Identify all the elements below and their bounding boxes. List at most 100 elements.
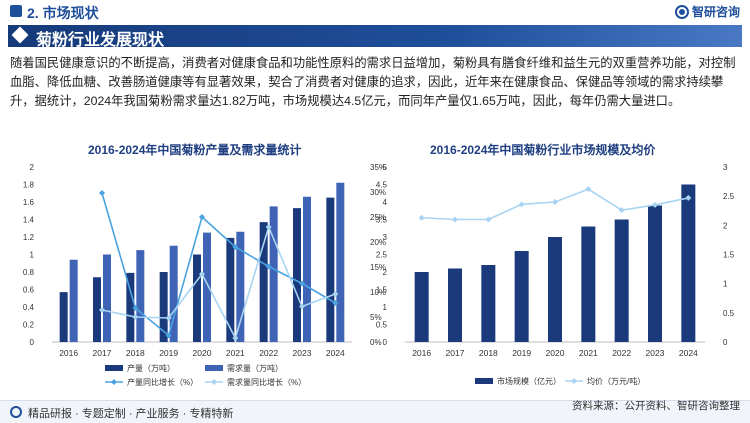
bar-1: [226, 237, 235, 342]
x-tick-label: 2022: [259, 348, 278, 358]
line-point-2: [132, 314, 139, 320]
legend-label: 产量（万吨）: [127, 363, 175, 373]
bar-1: [581, 226, 596, 342]
bar-1: [193, 254, 201, 342]
x-tick-label: 2024: [679, 348, 698, 358]
bar-1: [481, 265, 496, 342]
line-point-2: [332, 291, 339, 297]
right-tick-label: 3: [723, 163, 728, 172]
bar-2: [136, 250, 145, 342]
line-point-1: [232, 244, 239, 250]
banner-title: 菊粉行业发展现状: [36, 32, 165, 49]
bar-2: [269, 206, 278, 342]
left-tick-label: 0: [383, 338, 388, 347]
right-tick-label: 5%: [370, 313, 382, 322]
left-tick-label: 4: [383, 198, 388, 207]
bar-1: [259, 222, 268, 342]
line-point-2: [232, 335, 239, 341]
x-tick-label: 2018: [479, 348, 498, 358]
legend-label: 需求量（万吨）: [227, 363, 283, 373]
bar-1: [326, 197, 335, 342]
left-tick-label: 1: [30, 251, 35, 260]
bar-2: [336, 182, 345, 342]
right-tick-label: 0%: [370, 338, 382, 347]
x-tick-label: 2020: [193, 348, 212, 358]
bar-2: [236, 231, 245, 342]
diamond-icon: [11, 26, 29, 44]
right-tick-label: 0.5: [723, 309, 735, 318]
footer-bar: 精品研报 · 专题定制 · 产业服务 · 专精特新: [0, 400, 750, 423]
line-point-1: [99, 190, 105, 196]
bar-2: [203, 232, 211, 342]
left-tick-label: 0: [30, 338, 35, 347]
x-tick-label: 2016: [412, 348, 431, 358]
left-tick-label: 1.8: [23, 181, 35, 190]
legend-label: 产量同比增长（%）: [127, 377, 198, 387]
left-tick-label: 2.5: [376, 251, 388, 260]
market-size-price-chart: 0 0.5 1 1.5 2 2.5 3 3.5 4 4.5 5 0 0.5 1 1.5 2 2.5 3 2016 20…: [376, 163, 735, 386]
line-point-1: [418, 214, 425, 221]
section-banner: 菊粉行业发展现状: [8, 25, 742, 49]
legend-swatch: [205, 365, 223, 371]
line-point-1: [685, 194, 692, 201]
left-tick-label: 1.6: [23, 198, 35, 207]
left-tick-label: 4.5: [376, 181, 388, 190]
bar-2: [169, 245, 178, 342]
x-tick-label: 2017: [93, 348, 112, 358]
line-point-1: [585, 186, 592, 193]
line-point-1: [199, 214, 205, 220]
right-tick-label: 0: [723, 338, 728, 347]
legend-swatch: [475, 378, 493, 384]
bar-1: [93, 277, 101, 342]
x-tick-label: 2024: [326, 348, 345, 358]
line-point-1: [452, 216, 458, 223]
left-tick-label: 2: [383, 268, 388, 277]
line-point-1: [485, 216, 492, 223]
right-tick-label: 20%: [370, 238, 386, 247]
right-tick-label: 1: [723, 280, 728, 289]
legend-marker: [211, 379, 217, 385]
line-point-1: [518, 201, 525, 208]
x-tick-label: 2021: [226, 348, 245, 358]
left-tick-label: 0.2: [23, 321, 35, 330]
line-point-2: [299, 303, 305, 310]
x-tick-label: 2017: [446, 348, 465, 358]
series-line-2: [101, 224, 336, 341]
bar-2: [103, 254, 111, 342]
bar-2: [303, 196, 311, 342]
x-tick-label: 2021: [579, 348, 598, 358]
bar-1: [614, 219, 629, 342]
line-point-2: [165, 315, 172, 321]
section-square-icon: [10, 5, 22, 17]
bar-1: [59, 292, 68, 342]
left-tick-label: 1.2: [23, 233, 35, 242]
line-point-1: [299, 280, 305, 287]
section-title: 2. 市场现状: [27, 5, 99, 21]
line-point-1: [618, 207, 625, 214]
bar-1: [514, 251, 529, 342]
chart-1-title: 2016-2024年中国菊粉产量及需求量统计: [88, 143, 302, 157]
legend-label: 市场规模（亿元）: [497, 376, 561, 386]
left-tick-label: 0.5: [376, 321, 388, 330]
intro-paragraph: 随着国民健康意识的不断提高，消费者对健康食品和功能性原料的需求日益增加，菊粉具有…: [10, 56, 736, 108]
bar-2: [69, 259, 78, 342]
bar-1: [648, 205, 662, 342]
left-tick-label: 1: [383, 303, 388, 312]
x-tick-label: 2023: [646, 348, 665, 358]
left-tick-label: 5: [383, 163, 388, 172]
x-tick-label: 2019: [159, 348, 178, 358]
footer-tagline: 精品研报 · 专题定制 · 产业服务 · 专精特新: [28, 408, 234, 420]
left-tick-label: 2: [30, 163, 35, 172]
right-tick-label: 15%: [370, 263, 386, 272]
bar-1: [414, 272, 429, 342]
production-demand-chart: 00.20.40.60.811.21.41.61.820%5%10%15%20%…: [23, 163, 386, 387]
legend-marker: [111, 379, 117, 385]
bar-1: [548, 237, 562, 342]
legend-swatch: [105, 365, 123, 371]
right-tick-label: 2: [723, 221, 728, 230]
x-tick-label: 2018: [126, 348, 145, 358]
right-tick-label: 25%: [370, 213, 386, 222]
x-tick-label: 2019: [512, 348, 531, 358]
line-point-1: [332, 300, 339, 306]
brand-logo-icon: [674, 4, 689, 19]
